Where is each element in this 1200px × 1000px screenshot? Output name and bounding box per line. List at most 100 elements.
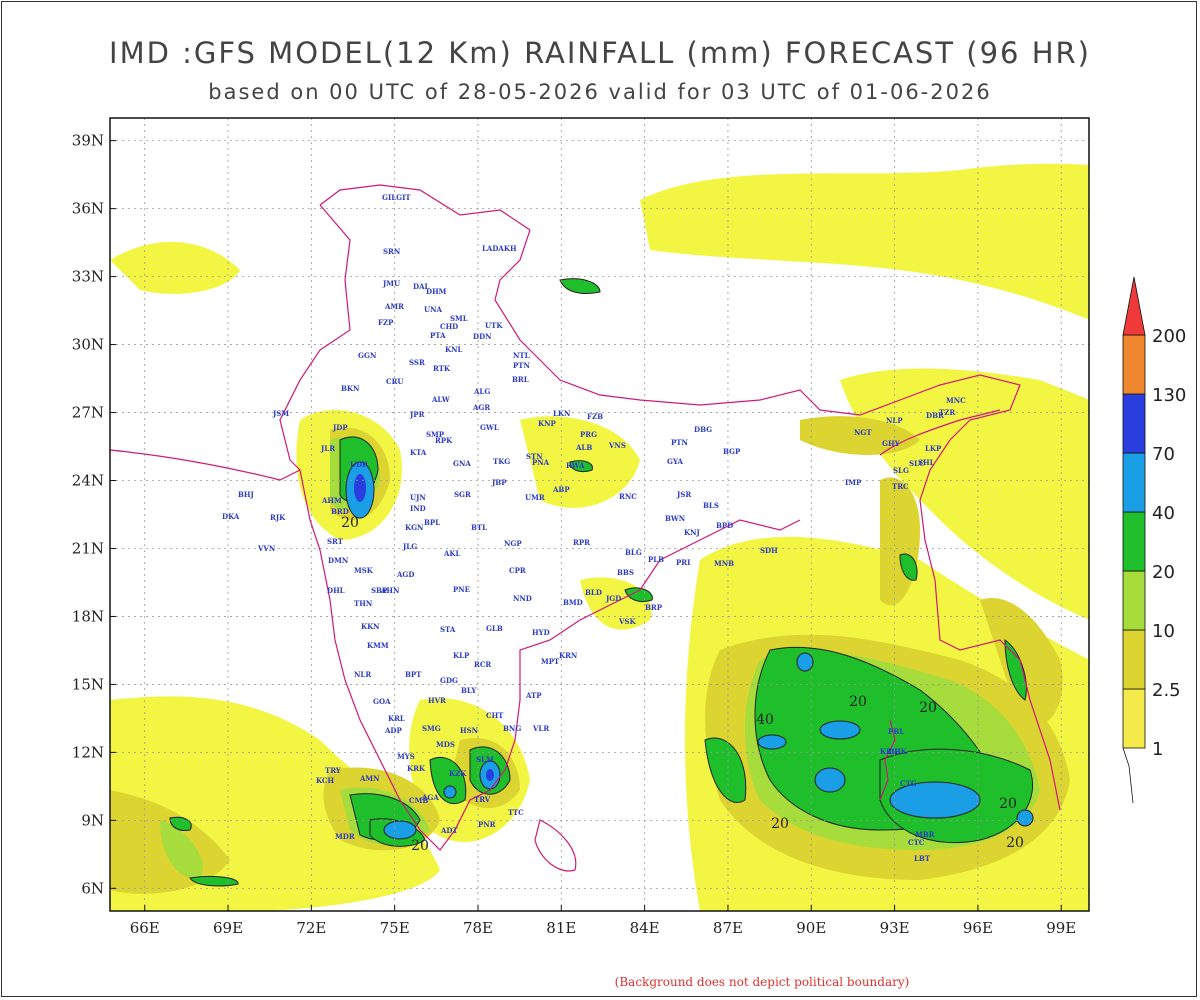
city-label: TRY <box>325 766 342 775</box>
city-label: KRG <box>880 747 898 756</box>
city-label: BBS <box>617 568 634 577</box>
city-label: TTC <box>508 808 524 817</box>
city-label: BLG <box>625 548 642 557</box>
city-label: LKN <box>553 409 571 418</box>
city-label: SRN <box>383 247 401 256</box>
city-label: BLY <box>461 686 477 695</box>
city-label: PBL <box>888 727 904 736</box>
longitude-axis: 66E 69E 72E 75E 78E 81E 84E 87E 90E 93E 96E 99E <box>130 905 1076 937</box>
y-tick-label: 30N <box>72 336 104 354</box>
city-label: AKL <box>443 549 461 558</box>
city-label: JPR <box>409 410 425 419</box>
rainfall-fields <box>110 163 1089 911</box>
city-label: DKA <box>222 512 240 521</box>
city-label: GNA <box>453 459 471 468</box>
city-label: AGA <box>421 793 439 802</box>
x-tick-label: 99E <box>1046 919 1076 937</box>
x-tick-label: 84E <box>630 919 660 937</box>
city-label: MDR <box>335 832 355 841</box>
legend-label: 40 <box>1152 503 1175 524</box>
city-label: DMN <box>328 556 349 565</box>
legend-swatch <box>1122 452 1146 513</box>
contour-labels: 20 20 20 20 20 20 40 20 <box>341 515 1024 854</box>
contour-value-label: 20 <box>341 515 359 531</box>
y-tick-label: 33N <box>72 268 104 286</box>
city-label: MDS <box>436 740 455 749</box>
city-label: TZR <box>939 408 955 417</box>
map-subtitle: based on 00 UTC of 28-05-2026 valid for … <box>208 80 992 104</box>
city-label: CHD <box>440 322 458 331</box>
city-label: BGP <box>723 447 741 456</box>
legend-label: 2.5 <box>1152 680 1181 701</box>
city-label: ALW <box>431 395 450 404</box>
y-tick-label: 39N <box>72 132 104 150</box>
city-label: TRC <box>892 482 909 491</box>
city-label: SMP <box>426 430 445 439</box>
city-label: FZB <box>587 412 603 421</box>
city-label: KTA <box>410 448 427 457</box>
city-label: PRI <box>676 558 690 567</box>
city-label: KMM <box>367 641 389 650</box>
legend-swatch <box>1122 570 1146 631</box>
city-label: PRG <box>580 430 597 439</box>
x-tick-label: 90E <box>796 919 826 937</box>
latitude-axis: 39N 36N 33N 30N 27N 24N 21N 18N 15N 12N 9N 6N <box>72 132 116 897</box>
city-label: GWL <box>480 423 499 432</box>
city-label: DBR <box>926 411 944 420</box>
city-label: AMR <box>384 302 404 311</box>
city-label: UNA <box>424 305 443 314</box>
city-label: GDG <box>440 676 458 685</box>
city-label: SBP <box>371 586 388 595</box>
city-label: RJK <box>270 513 286 522</box>
city-label: PLB <box>648 555 664 564</box>
map-title: IMD :GFS MODEL(12 Km) RAINFALL (mm) FORE… <box>109 36 1091 70</box>
city-label: KRN <box>559 651 578 660</box>
city-label: PTN <box>671 438 688 447</box>
city-label: UTK <box>485 321 503 330</box>
city-label: NTL <box>513 351 530 360</box>
city-label: SMG <box>422 724 441 733</box>
legend-label: 130 <box>1152 385 1186 406</box>
city-label: ADT <box>440 826 459 835</box>
contour-value-label: 20 <box>999 796 1017 812</box>
rain-field-130mm <box>354 474 494 781</box>
city-label: STN <box>526 452 543 461</box>
y-tick-label: 12N <box>72 743 104 761</box>
y-tick-label: 21N <box>72 539 104 557</box>
city-label: BWN <box>665 514 686 523</box>
legend-swatch <box>1122 393 1146 454</box>
city-label: GOA <box>373 697 391 706</box>
x-tick-label: 72E <box>296 919 326 937</box>
city-label: BPL <box>424 518 440 527</box>
city-label: KKN <box>361 622 380 631</box>
city-label: JMU <box>382 279 400 288</box>
y-tick-label: 9N <box>81 811 104 829</box>
x-tick-label: 75E <box>380 919 410 937</box>
city-label: GYA <box>667 457 684 466</box>
city-label: GHY <box>882 439 901 448</box>
city-label: JSR <box>676 490 691 499</box>
disclaimer-footer: (Background does not depict political bo… <box>614 975 910 989</box>
boundary-lines <box>109 184 1061 872</box>
city-label: BLD <box>585 588 602 597</box>
city-label: BRL <box>512 375 529 384</box>
city-label: BTL <box>471 523 487 532</box>
x-tick-label: 81E <box>546 919 576 937</box>
city-label: FZP <box>378 318 394 327</box>
city-label: BPD <box>716 521 733 530</box>
city-label: CRU <box>386 377 404 386</box>
city-label: HSN <box>460 726 479 735</box>
contour-value-label: 20 <box>771 816 789 832</box>
city-label: CTC <box>908 838 925 847</box>
contour-value-label: 20 <box>849 694 867 710</box>
contour-value-label: 20 <box>919 700 937 716</box>
city-label: JDP <box>332 423 348 432</box>
city-label: VNS <box>608 441 626 450</box>
city-label: VLR <box>532 724 549 733</box>
city-label: AGD <box>396 570 414 579</box>
city-label: TRV <box>474 795 491 804</box>
x-tick-label: 93E <box>880 919 910 937</box>
city-label: JSM <box>272 409 289 418</box>
